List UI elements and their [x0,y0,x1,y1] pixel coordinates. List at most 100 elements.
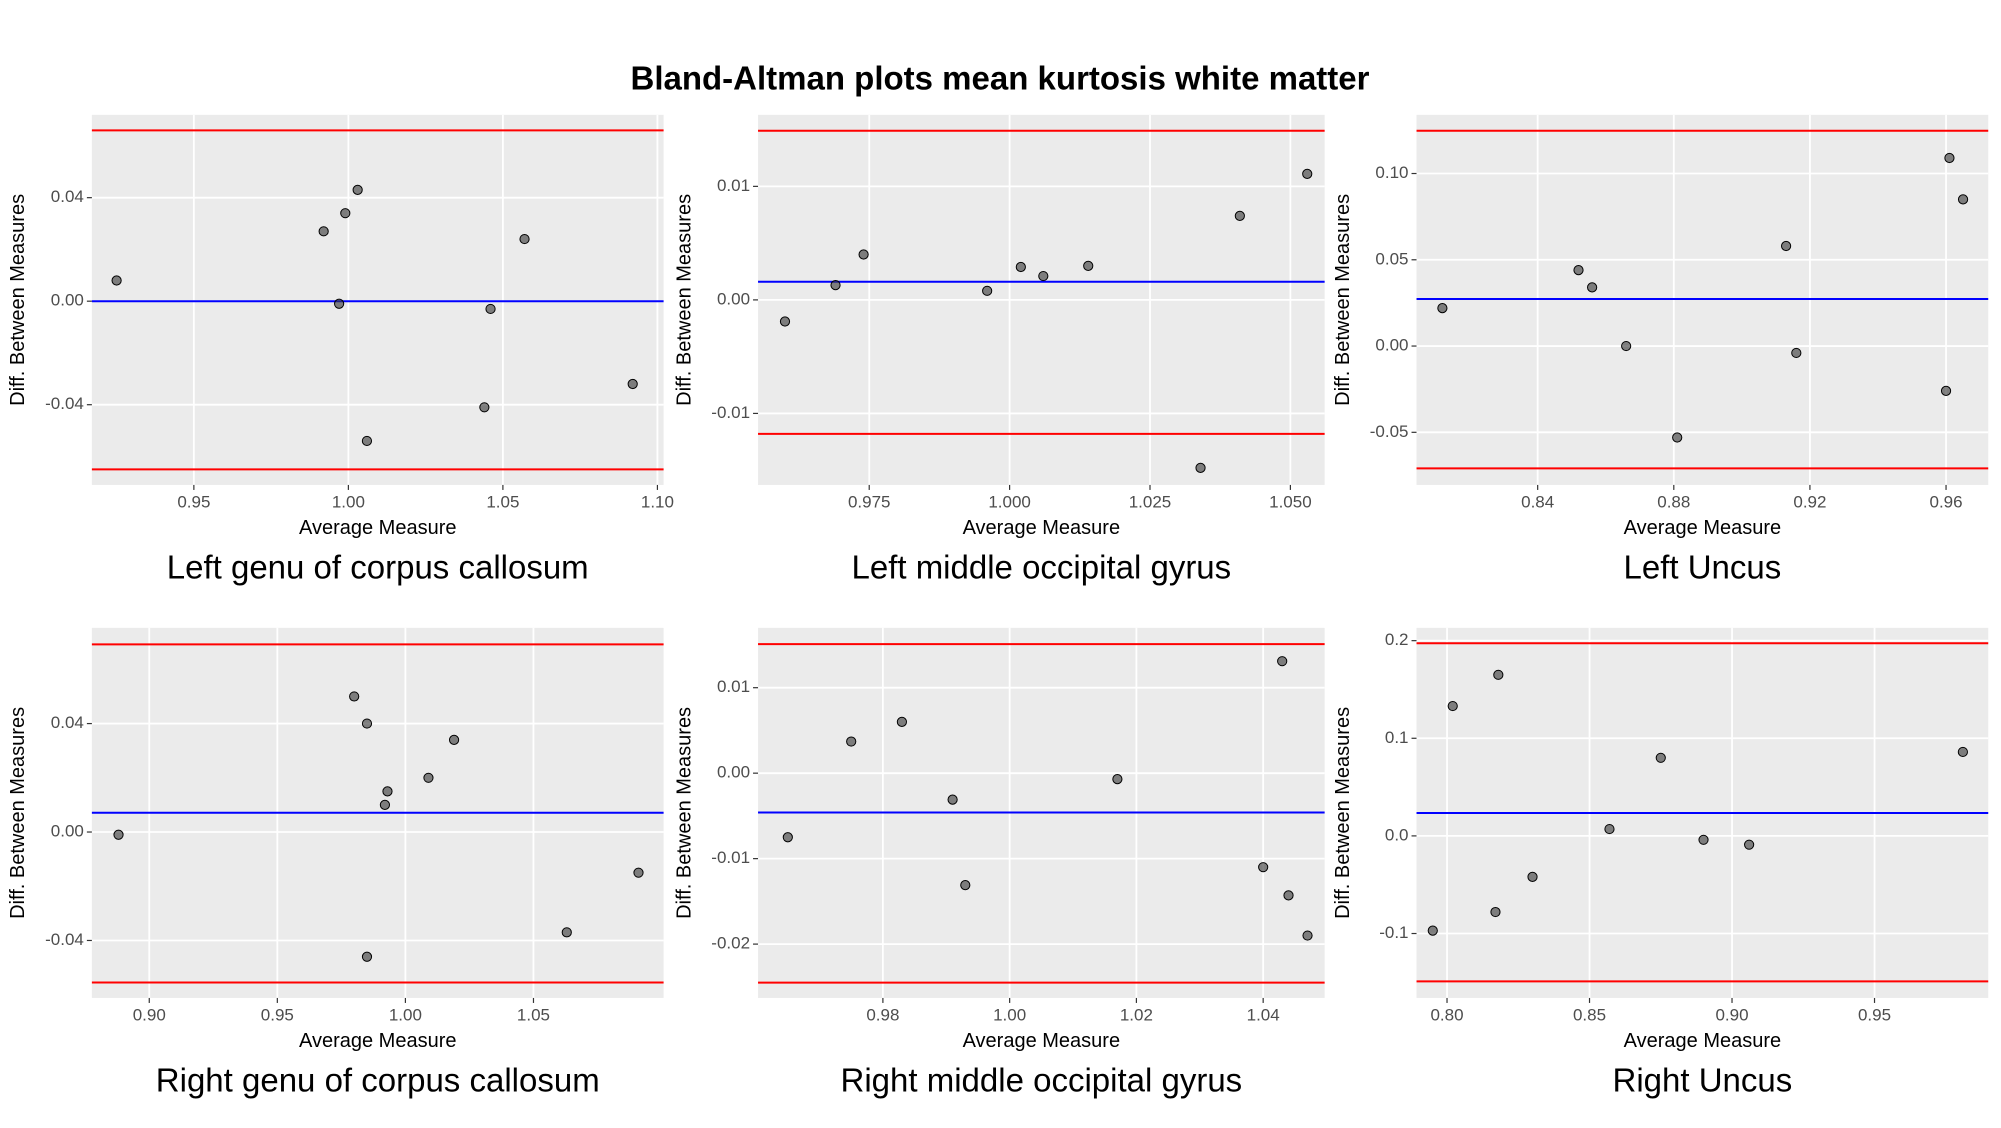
panel-caption: Left Uncus [1624,549,1782,586]
y-tick-label: 0.0 [1385,825,1409,844]
point [1302,168,1313,179]
point [1940,385,1952,397]
y-tick-label: -0.04 [45,930,84,949]
x-tick-label: 1.04 [1247,1005,1280,1024]
y-tick-label: -0.01 [711,848,750,867]
x-tick-label: 1.00 [993,1005,1026,1024]
point [1427,925,1438,936]
point [1038,270,1049,282]
x-tick-label: 1.000 [988,492,1031,511]
point [982,285,993,296]
point [111,275,122,286]
y-tick-label: 0.10 [1375,163,1408,182]
y-tick-label: 0.2 [1385,630,1409,649]
point [561,927,572,938]
x-tick-label: 1.05 [517,1005,550,1024]
x-tick-label: 1.05 [486,492,519,511]
point [1587,282,1598,293]
point [1490,906,1501,918]
y-tick-label: 0.00 [51,822,84,841]
point [1493,669,1504,680]
point [1604,823,1615,835]
point [361,435,373,447]
point [1283,890,1294,901]
point [382,786,393,797]
point [349,691,360,702]
y-tick-label: -0.02 [711,934,750,953]
point [1195,462,1206,474]
panel-caption: Left middle occipital gyrus [851,549,1231,586]
x-tick-label: 1.025 [1129,492,1172,511]
x-tick-label: 0.90 [133,1005,166,1024]
point [340,208,351,219]
x-tick-label: 0.96 [1929,492,1962,511]
point [1957,194,1969,205]
point [1447,700,1458,712]
y-axis-title: Diff. Between Measures [1332,194,1354,406]
panel-caption: Right Uncus [1613,1062,1793,1099]
y-tick-label: -0.1 [1379,923,1408,942]
point [846,736,857,747]
x-axis-title: Average Measure [1624,517,1782,539]
point [1302,930,1313,941]
point [479,402,490,413]
y-tick-label: 0.00 [717,289,750,308]
y-tick-label: 0.05 [1375,249,1408,268]
x-tick-label: 0.95 [177,492,210,511]
y-tick-label: -0.04 [45,394,84,413]
point [448,734,460,745]
point [782,832,793,843]
figure-title: Bland-Altman plots mean kurtosis white m… [631,60,1370,97]
point [352,184,363,196]
point [318,226,329,237]
y-tick-label: 0.01 [717,176,750,195]
y-tick-label: -0.05 [1370,422,1409,441]
point [1527,871,1538,882]
point [1083,260,1094,271]
panel-background [91,114,664,485]
x-tick-label: 0.975 [848,492,891,511]
point [1791,347,1802,359]
x-tick-label: 0.92 [1793,492,1826,511]
x-tick-label: 0.85 [1573,1005,1606,1024]
point [334,298,345,309]
point [1015,261,1026,273]
point [1957,746,1968,758]
y-tick-label: 0.04 [51,713,84,732]
x-axis-title: Average Measure [963,517,1121,539]
point [1573,265,1584,276]
x-tick-label: 1.00 [389,1005,422,1024]
y-axis-title: Diff. Between Measures [7,707,29,919]
y-axis-title: Diff. Between Measures [1332,707,1354,919]
panel-caption: Right genu of corpus callosum [156,1062,600,1099]
x-tick-label: 0.84 [1521,492,1554,511]
x-tick-label: 1.00 [332,492,365,511]
x-tick-label: 0.98 [866,1005,899,1024]
y-tick-label: 0.00 [1375,336,1408,355]
y-tick-label: 0.01 [717,677,750,696]
y-tick-label: -0.01 [711,403,750,422]
y-axis-title: Diff. Between Measures [7,194,29,406]
point [830,280,841,291]
point [1277,656,1288,667]
x-tick-label: 0.90 [1715,1005,1748,1024]
point [379,799,391,811]
x-axis-title: Average Measure [963,1030,1121,1052]
panel-caption: Right middle occipital gyrus [841,1062,1243,1099]
panel-caption: Left genu of corpus callosum [167,549,589,586]
y-tick-label: 0.1 [1385,728,1409,747]
point [947,794,958,805]
point [627,378,638,390]
x-tick-label: 0.80 [1430,1005,1463,1024]
x-axis-title: Average Measure [299,1030,457,1052]
y-tick-label: 0.00 [51,291,84,310]
point [1655,752,1666,763]
point [1234,210,1245,221]
y-tick-label: 0.04 [51,187,84,206]
x-tick-label: 1.02 [1120,1005,1153,1024]
point [1944,152,1955,164]
x-tick-label: 0.88 [1657,492,1690,511]
x-tick-label: 1.10 [641,492,674,511]
point [858,249,869,260]
